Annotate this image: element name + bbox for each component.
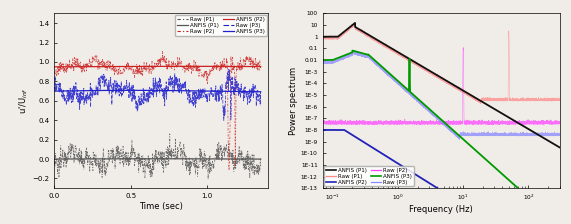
Y-axis label: Power spectrum: Power spectrum bbox=[289, 67, 298, 135]
Legend: Raw (P1), ANFIS (P1), Raw (P2), ANFIS (P2), Raw (P3), ANFIS (P3): Raw (P1), ANFIS (P1), Raw (P2), ANFIS (P… bbox=[175, 15, 267, 36]
X-axis label: Frequency (Hz): Frequency (Hz) bbox=[409, 205, 473, 214]
X-axis label: Time (sec): Time (sec) bbox=[139, 202, 183, 211]
Y-axis label: u'/U$_{inf}$: u'/U$_{inf}$ bbox=[17, 87, 30, 114]
Legend: ANFIS (P1), Raw (P1), ANFIS (P2), Raw (P2), ANFIS (P3), Raw (P3): ANFIS (P1), Raw (P1), ANFIS (P2), Raw (P… bbox=[324, 166, 414, 187]
